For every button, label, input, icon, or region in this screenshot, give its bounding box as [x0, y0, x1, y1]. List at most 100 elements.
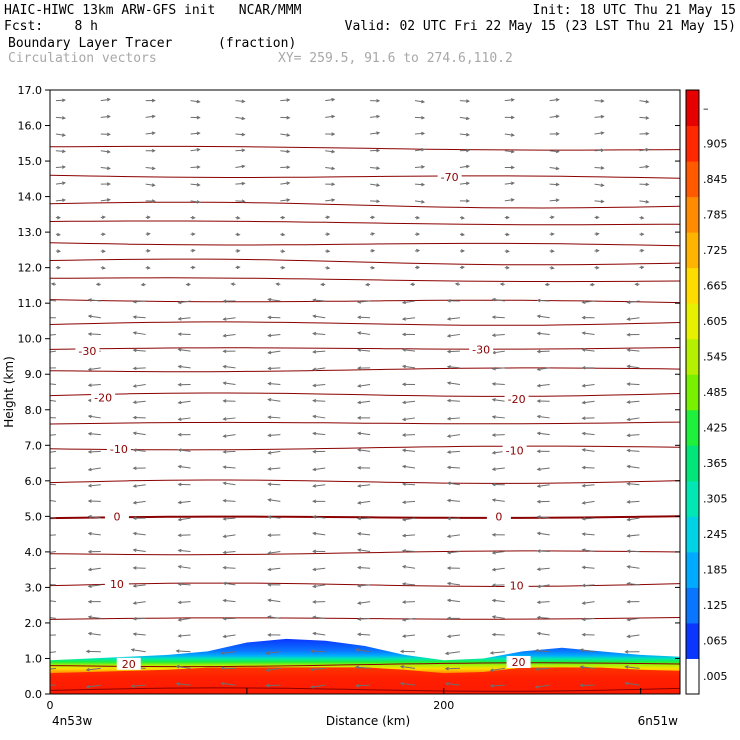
contour-label-bg	[116, 657, 141, 670]
vector-shaft	[537, 584, 550, 588]
vector-head	[460, 265, 465, 270]
circulation-vector	[235, 181, 246, 186]
circulation-vector	[536, 331, 550, 336]
colorbar-frame	[685, 89, 700, 695]
circulation-vector	[132, 484, 146, 488]
circulation-vector	[312, 331, 326, 336]
vector-shaft	[268, 599, 281, 603]
vector-shaft	[88, 532, 101, 536]
circulation-vector	[132, 616, 146, 621]
vector-shaft	[549, 99, 559, 102]
vector-shaft	[627, 300, 640, 303]
vector-shaft	[402, 517, 416, 521]
vector-shaft	[178, 317, 191, 320]
vector-head	[177, 332, 182, 336]
vector-head	[222, 517, 227, 521]
vector-head	[581, 300, 586, 304]
vector-head	[312, 467, 317, 472]
circulation-vector	[414, 99, 426, 104]
vector-head	[87, 398, 92, 403]
vector-head	[312, 567, 317, 572]
vector-shaft	[50, 500, 56, 502]
vector-head	[421, 165, 426, 169]
boundary-layer-tracer-fill	[50, 638, 680, 694]
vector-head	[177, 364, 182, 369]
circulation-vector	[190, 115, 201, 120]
vector-shaft	[280, 150, 290, 153]
circulation-vector	[132, 584, 146, 588]
vector-head	[87, 367, 92, 372]
circulation-vector	[235, 249, 241, 253]
vector-shaft	[268, 398, 281, 402]
circulation-vector	[325, 232, 331, 237]
vector-head	[645, 164, 650, 169]
vector-shaft	[145, 166, 155, 170]
vector-shaft	[313, 400, 326, 402]
vector-head	[491, 366, 496, 371]
vector-head	[241, 132, 246, 137]
vector-head	[222, 616, 227, 621]
vector-head	[267, 551, 272, 555]
vector-shaft	[580, 666, 595, 669]
circulation-vector	[132, 415, 146, 420]
vector-head	[581, 583, 586, 588]
vector-shaft	[178, 534, 191, 536]
vector-head	[626, 300, 631, 304]
circulation-vector	[581, 532, 595, 536]
circulation-vector	[626, 565, 640, 569]
vector-head	[534, 685, 539, 689]
circulation-vector	[87, 450, 101, 454]
circulation-vector	[267, 381, 281, 386]
vector-head	[465, 181, 470, 186]
vector-shaft	[447, 634, 460, 638]
circulation-vector	[626, 617, 640, 622]
colorbar-label: .005	[703, 670, 728, 683]
vector-head	[196, 182, 201, 187]
temperature-contour	[50, 445, 680, 451]
circulation-vector	[401, 332, 416, 337]
vector-head	[267, 615, 272, 619]
circulation-vector	[145, 215, 151, 220]
vector-head	[61, 133, 66, 137]
vector-shaft	[176, 665, 191, 669]
vector-head	[399, 681, 404, 686]
vector-head	[489, 684, 494, 688]
vector-head	[356, 617, 362, 621]
vector-head	[196, 165, 201, 169]
vector-head	[44, 499, 47, 502]
vector-head	[87, 332, 92, 336]
vector-head	[44, 367, 47, 370]
vector-shaft	[447, 582, 460, 586]
vector-shaft	[55, 182, 65, 185]
vector-head	[626, 617, 631, 622]
vector-shaft	[223, 482, 236, 486]
vector-shaft	[268, 350, 281, 354]
vector-head	[595, 215, 600, 220]
colorbar-label: .785	[703, 208, 728, 221]
circulation-vector	[50, 317, 56, 319]
vector-shaft	[594, 200, 604, 203]
vector-head	[286, 165, 291, 170]
vector-shaft	[537, 432, 550, 436]
vector-head	[132, 331, 137, 335]
circulation-vector	[312, 383, 326, 388]
vector-shaft	[88, 299, 101, 302]
vector-head	[320, 282, 325, 287]
circulation-vector	[50, 534, 56, 536]
vector-head	[421, 99, 426, 104]
vector-head	[85, 649, 90, 654]
contour-labels: 20 20 10 10 0 0 -10 -10 -20 -20 -30 -30 -70	[75, 171, 531, 671]
vector-head	[132, 366, 137, 371]
vector-head	[595, 232, 600, 236]
vector-shaft	[537, 616, 550, 619]
vector-head	[177, 482, 182, 487]
circulation-vector	[100, 266, 106, 270]
vector-shaft	[358, 432, 371, 436]
circulation-vector	[280, 181, 291, 186]
vector-shaft	[582, 533, 595, 536]
vector-head	[222, 364, 227, 369]
vector-shaft	[358, 584, 371, 587]
circulation-vector	[55, 133, 66, 137]
colorbar-label: –	[703, 102, 709, 115]
vector-head	[371, 265, 376, 270]
